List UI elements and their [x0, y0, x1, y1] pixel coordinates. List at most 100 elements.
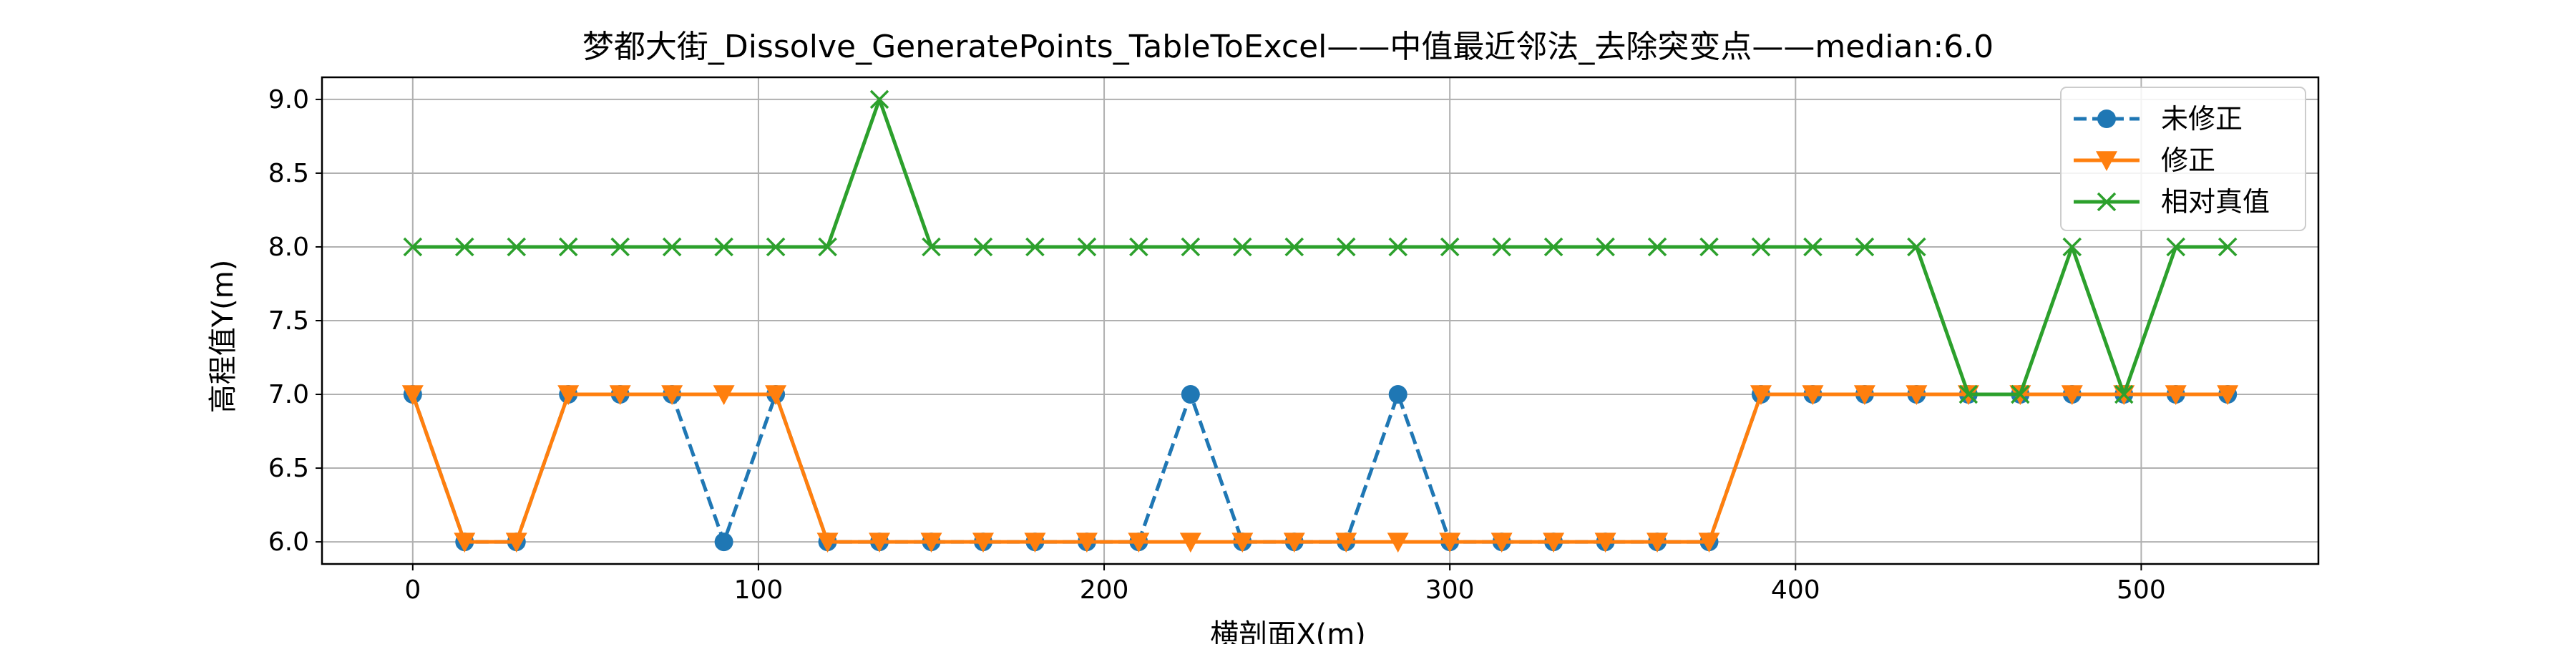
data-point — [1231, 532, 1254, 553]
data-point — [869, 532, 891, 553]
data-point — [1543, 237, 1563, 257]
data-point — [1647, 237, 1667, 257]
data-point — [1594, 532, 1616, 553]
data-point — [1543, 532, 1565, 553]
data-point — [661, 385, 683, 406]
data-point — [403, 237, 423, 257]
data-point — [505, 532, 527, 553]
data-point — [2165, 385, 2187, 406]
chart-title: 梦都大街_Dissolve_GeneratePoints_TableToExce… — [582, 29, 1994, 65]
data-point — [1388, 385, 1407, 404]
series-3 — [403, 89, 2238, 404]
data-point — [1958, 384, 1979, 404]
data-point — [662, 237, 682, 257]
data-point — [1440, 237, 1460, 257]
grid-lines — [322, 77, 2318, 564]
data-point — [454, 532, 476, 553]
data-point — [816, 532, 839, 553]
data-point — [1128, 532, 1150, 553]
data-point — [557, 385, 580, 406]
data-point — [1646, 532, 1669, 553]
y-tick-label: 7.0 — [268, 380, 309, 409]
data-point — [766, 237, 786, 257]
data-point — [1803, 237, 1823, 257]
legend-marker — [2097, 192, 2117, 212]
data-point — [714, 532, 733, 552]
data-point — [1233, 237, 1252, 257]
data-point — [2217, 385, 2239, 406]
data-point — [1596, 237, 1615, 257]
data-point — [765, 385, 787, 406]
axis-ticks: 0 100 200 300 400 500 6.0 6.5 7.0 7.5 8.0 8.5 9.0 — [268, 85, 2166, 605]
data-point — [2166, 237, 2185, 257]
data-point — [610, 237, 630, 257]
series-layer — [401, 89, 2239, 553]
y-tick-label: 6.0 — [268, 527, 309, 557]
x-tick-label: 100 — [734, 575, 784, 605]
data-point — [972, 532, 994, 553]
data-point — [1388, 237, 1407, 257]
legend-item: 修正 — [2074, 145, 2215, 176]
data-point — [714, 237, 733, 257]
data-point — [2218, 237, 2238, 257]
y-tick-label: 9.0 — [268, 85, 309, 115]
series-2 — [401, 385, 2239, 553]
data-point — [609, 385, 631, 406]
data-point — [1699, 237, 1719, 257]
data-point — [818, 237, 837, 257]
data-point — [1181, 385, 1200, 404]
data-point — [920, 532, 942, 553]
data-point — [1336, 237, 1356, 257]
x-tick-label: 300 — [1425, 575, 1475, 605]
data-point — [1491, 532, 1513, 553]
data-point — [1283, 532, 1305, 553]
legend-box — [2060, 87, 2306, 231]
data-point — [1075, 532, 1098, 553]
data-point — [2114, 384, 2134, 404]
y-axis-label: 高程值Y(m) — [207, 260, 240, 414]
legend-label: 修正 — [2161, 145, 2215, 176]
legend-label: 未修正 — [2161, 103, 2243, 135]
data-point — [1387, 532, 1409, 553]
legend-label: 相对真值 — [2161, 186, 2270, 218]
data-point — [869, 89, 889, 110]
data-point — [1024, 532, 1046, 553]
data-point — [1284, 237, 1304, 257]
data-point — [1802, 385, 1824, 406]
data-point — [1907, 237, 1926, 257]
data-point — [401, 385, 424, 406]
y-tick-label: 8.5 — [268, 159, 309, 188]
data-point — [1853, 385, 1875, 406]
data-point — [2011, 384, 2030, 404]
data-point — [1750, 385, 1772, 406]
data-point — [1077, 237, 1097, 257]
data-point — [2061, 385, 2083, 406]
data-point — [922, 237, 941, 257]
x-tick-label: 200 — [1080, 575, 1129, 605]
data-point — [1025, 237, 1045, 257]
data-point — [1335, 532, 1357, 553]
data-point — [1492, 237, 1511, 257]
series-line — [411, 392, 2228, 544]
data-point — [713, 385, 735, 406]
legend-item: 未修正 — [2074, 103, 2243, 135]
data-point — [1906, 385, 1928, 406]
legend-marker — [2096, 151, 2117, 171]
data-point — [1698, 532, 1720, 553]
y-tick-label: 7.5 — [268, 306, 309, 336]
x-tick-label: 0 — [404, 575, 421, 605]
data-point — [1439, 532, 1461, 553]
data-point — [507, 237, 526, 257]
data-point — [2062, 237, 2082, 257]
series-line — [412, 97, 2228, 397]
x-axis-label: 横剖面X(m) — [1210, 618, 1366, 644]
x-tick-label: 400 — [1771, 575, 1820, 605]
data-point — [558, 237, 578, 257]
x-tick-label: 500 — [2117, 575, 2166, 605]
data-point — [455, 237, 474, 257]
data-point — [1181, 237, 1201, 257]
y-tick-label: 8.0 — [268, 233, 309, 262]
